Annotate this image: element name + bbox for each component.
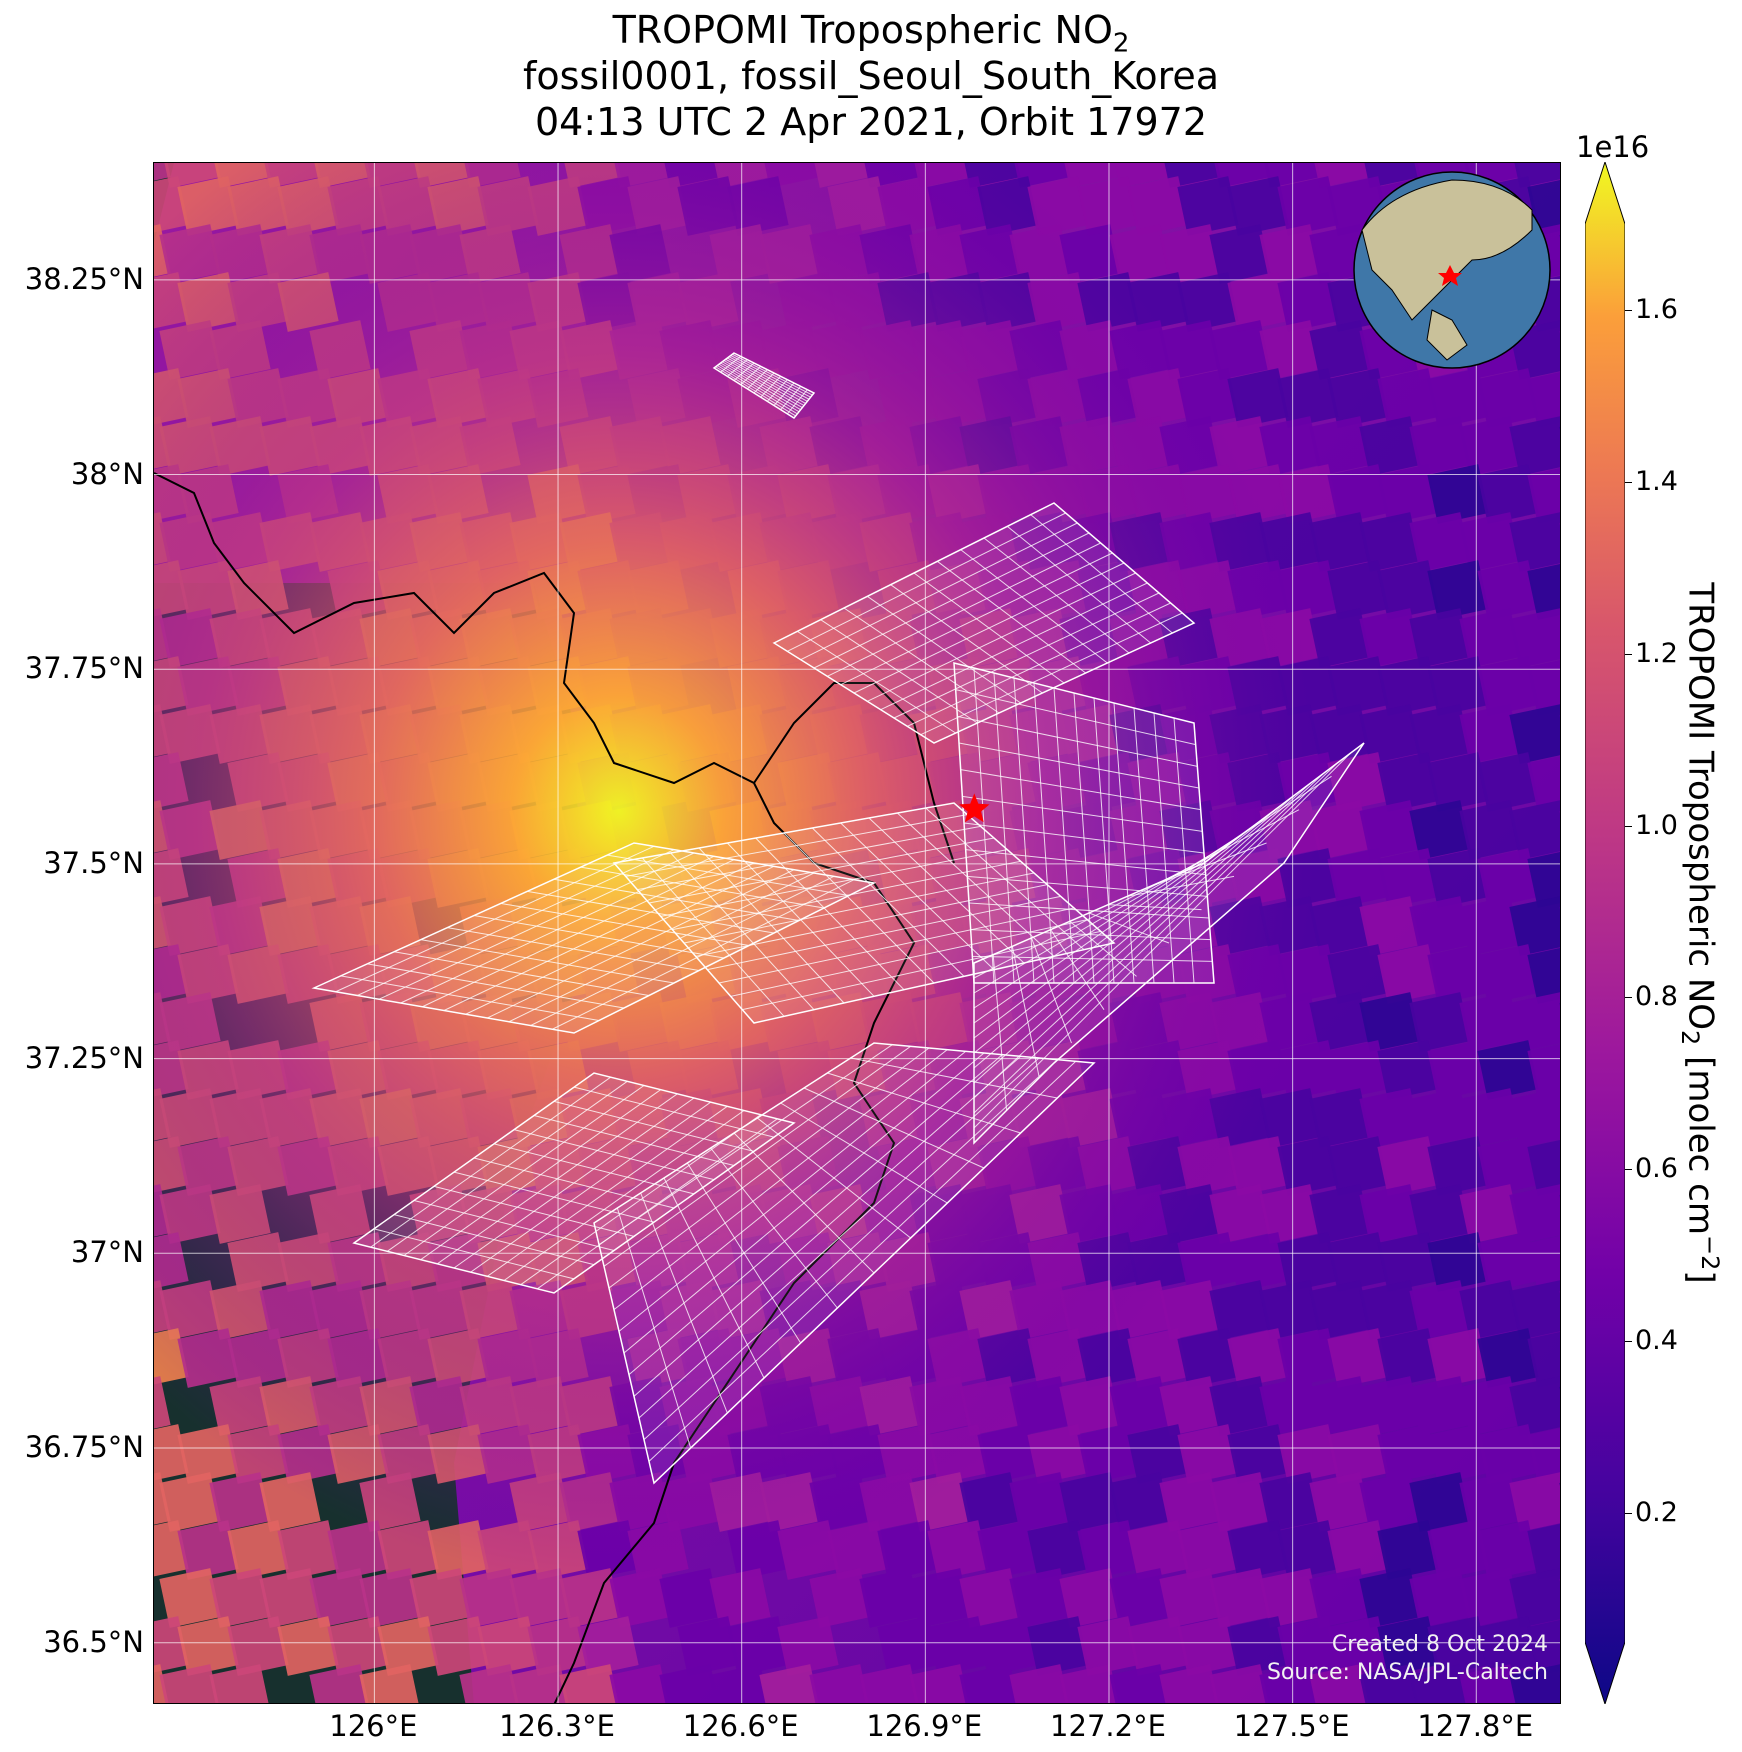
footprint-line: [970, 929, 1211, 941]
lat-label: 38.25°N: [24, 261, 144, 296]
lon-label: 127.8°E: [1417, 1709, 1534, 1743]
lon-label: 126.3°E: [499, 1709, 615, 1743]
colorbar-tick-label: 1.4: [1635, 465, 1678, 497]
lat-label: 37°N: [70, 1235, 144, 1270]
footprint-line: [786, 389, 808, 415]
colorbar-tick-label: 0.8: [1635, 981, 1678, 1013]
colorbar-label: TROPOMI Tropospheric NO2 [molec cm−2]: [1675, 582, 1725, 1284]
lon-label: 126°E: [329, 1709, 418, 1743]
footprint-line: [520, 1114, 761, 1286]
footprint-line: [1184, 775, 1332, 872]
footprint-line: [742, 930, 1101, 1011]
coastline: [154, 472, 916, 1703]
globe-land-asia: [1361, 179, 1533, 321]
footprint-line: [607, 854, 850, 896]
no2-map[interactable]: Created 8 Oct 2024 Source: NASA/JPL-Calt…: [153, 162, 1561, 1704]
colorbar-tick-label: 0.6: [1635, 1153, 1678, 1185]
lon-label: 126.6°E: [682, 1709, 799, 1743]
colorbar-gradient: [1585, 162, 1625, 1704]
globe-land-seasia: [1426, 309, 1468, 361]
target-star-icon: [959, 793, 990, 823]
title-line-3: 04:13 UTC 2 Apr 2021, Orbit 17972: [534, 100, 1207, 144]
lat-label: 37.25°N: [24, 1040, 144, 1075]
lat-label: 36.75°N: [24, 1430, 144, 1464]
no2-plume: [154, 163, 1560, 1703]
title-line-2: fossil0001, fossil_Seoul_South_Korea: [522, 54, 1220, 98]
title-line-1: TROPOMI Tropospheric NO2: [612, 8, 1130, 59]
colorbar-tick-label: 0.4: [1635, 1325, 1678, 1357]
footprint-line: [973, 752, 1352, 1129]
globe-star-icon: [1438, 265, 1462, 286]
colorbar-tick-label: 0.2: [1635, 1497, 1678, 1529]
footprint-line: [920, 612, 1183, 736]
map-canvas: [154, 163, 1560, 1703]
lon-label: 126.9°E: [866, 1709, 983, 1743]
footprint-line: [537, 1118, 778, 1290]
footprint-line: [717, 365, 798, 415]
colorbar-tick-label: 1.2: [1635, 637, 1678, 669]
footprint-line: [1173, 717, 1195, 984]
footprint-line: [715, 366, 796, 417]
credit-created: Created 8 Oct 2024: [1331, 1632, 1548, 1657]
lon-label: 127.5°E: [1233, 1709, 1350, 1743]
flight-footprints: [311, 352, 1365, 1485]
colorbar-tick: [1625, 1513, 1632, 1515]
globe-inset: [1352, 170, 1552, 370]
colorbar-tick: [1625, 1341, 1632, 1343]
footprint-line: [1030, 514, 1173, 634]
footprint-line: [648, 1060, 1077, 1462]
colorbar-tick-label: 1.6: [1635, 293, 1678, 325]
lat-label: 37.75°N: [24, 651, 144, 686]
footprint-line: [643, 1059, 1058, 1441]
colorbar-tick: [1625, 309, 1632, 311]
footprint-line: [907, 602, 1171, 727]
colorbar-tick: [1625, 825, 1632, 827]
lat-label: 38°N: [70, 456, 144, 491]
colorbar-tick: [1625, 481, 1632, 483]
footprint-line: [973, 762, 1338, 1114]
colorbar: [1585, 162, 1625, 1704]
lat-label: 36.5°N: [43, 1624, 144, 1659]
colorbar-tick: [1625, 997, 1632, 999]
footprint-line: [850, 1057, 1058, 1099]
colorbar-tick-label: 1.0: [1635, 809, 1678, 841]
lon-label: 127.2°E: [1050, 1709, 1166, 1743]
credit-source: Source: NASA/JPL-Caltech: [1266, 1660, 1548, 1685]
colorbar-exponent: 1e16: [1576, 130, 1650, 164]
colorbar-tick: [1625, 1169, 1632, 1171]
graticule: [154, 163, 1560, 1703]
colorbar-tick: [1625, 653, 1632, 655]
lat-label: 37.5°N: [43, 845, 144, 880]
